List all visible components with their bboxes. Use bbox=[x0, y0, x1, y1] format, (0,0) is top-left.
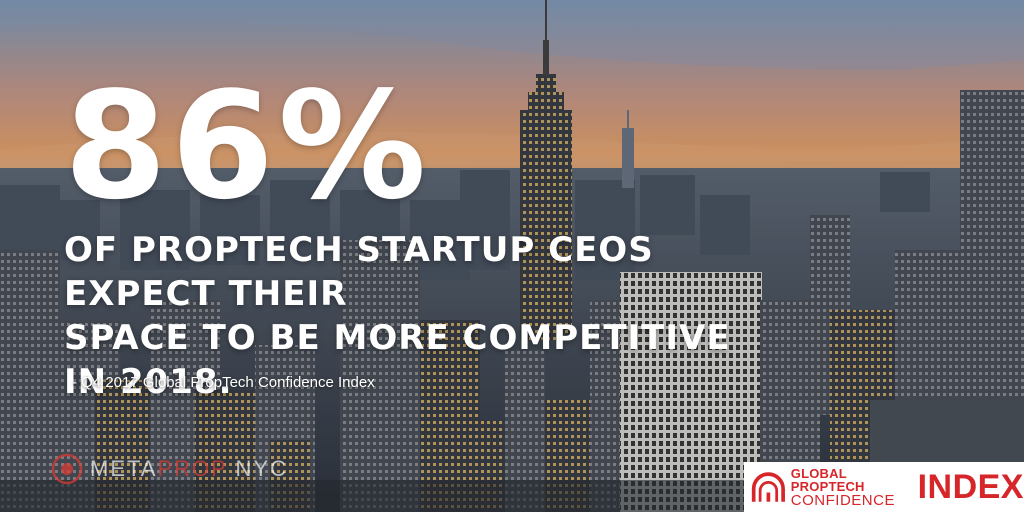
index-line-index: INDEX bbox=[917, 467, 1024, 506]
headline: OF PROPTECH STARTUP CEOS EXPECT THEIR SP… bbox=[64, 228, 764, 404]
stat-percentage: 86% bbox=[64, 60, 431, 232]
metaprop-watermark: METAPROP NYC bbox=[50, 452, 288, 486]
metaprop-prop: PROP bbox=[157, 456, 228, 481]
headline-line-2: SPACE TO BE MORE COMPETITIVE IN 2018. bbox=[64, 318, 731, 402]
arch-logo-icon bbox=[751, 472, 785, 502]
confidence-index-logo: GLOBAL PROPTECH CONFIDENCE INDEX bbox=[744, 462, 1024, 512]
metaprop-wordmark: METAPROP NYC bbox=[90, 456, 288, 482]
metaprop-logo-icon bbox=[51, 453, 83, 485]
index-line-global-proptech: GLOBAL PROPTECH bbox=[790, 465, 865, 494]
index-line-confidence: CONFIDENCE bbox=[790, 491, 895, 509]
headline-line-1: OF PROPTECH STARTUP CEOS EXPECT THEIR bbox=[64, 230, 654, 314]
index-wordmark: GLOBAL PROPTECH CONFIDENCE bbox=[791, 467, 914, 508]
source-citation: - Q4 2017 Global PropTech Confidence Ind… bbox=[72, 374, 375, 391]
metaprop-meta: META bbox=[90, 456, 158, 481]
metaprop-nyc: NYC bbox=[227, 456, 288, 481]
